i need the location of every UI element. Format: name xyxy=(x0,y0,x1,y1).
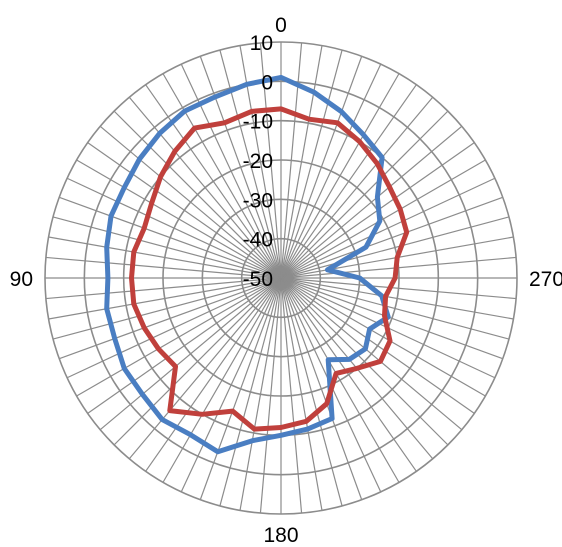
angle-label-270: 270 xyxy=(529,268,562,291)
grid-spokes xyxy=(45,42,517,514)
radial-tick-label: -50 xyxy=(243,268,273,291)
series-layer xyxy=(104,74,410,455)
radial-tick-label: 0 xyxy=(261,71,273,94)
radial-tick-label: -30 xyxy=(243,189,273,212)
radial-tick-label: -40 xyxy=(243,229,273,252)
angle-label-180: 180 xyxy=(263,524,298,547)
grid-ring xyxy=(240,237,322,319)
grid-ring xyxy=(44,41,518,515)
grid-ring xyxy=(83,80,479,476)
angle-label-0: 0 xyxy=(275,14,287,37)
radial-tick-label: -10 xyxy=(243,111,273,134)
radial-tick-labels: 10 0 -10 -20 -30 -40 -50 xyxy=(243,32,273,291)
angle-label-90: 90 xyxy=(10,268,33,291)
angle-labels: 0 90 180 270 xyxy=(10,14,562,547)
series-line-2 xyxy=(129,106,410,432)
series-line-1 xyxy=(104,74,391,455)
grid-ring xyxy=(162,159,400,397)
radial-tick-label: -20 xyxy=(243,150,273,173)
radial-tick-label: 10 xyxy=(250,32,273,55)
